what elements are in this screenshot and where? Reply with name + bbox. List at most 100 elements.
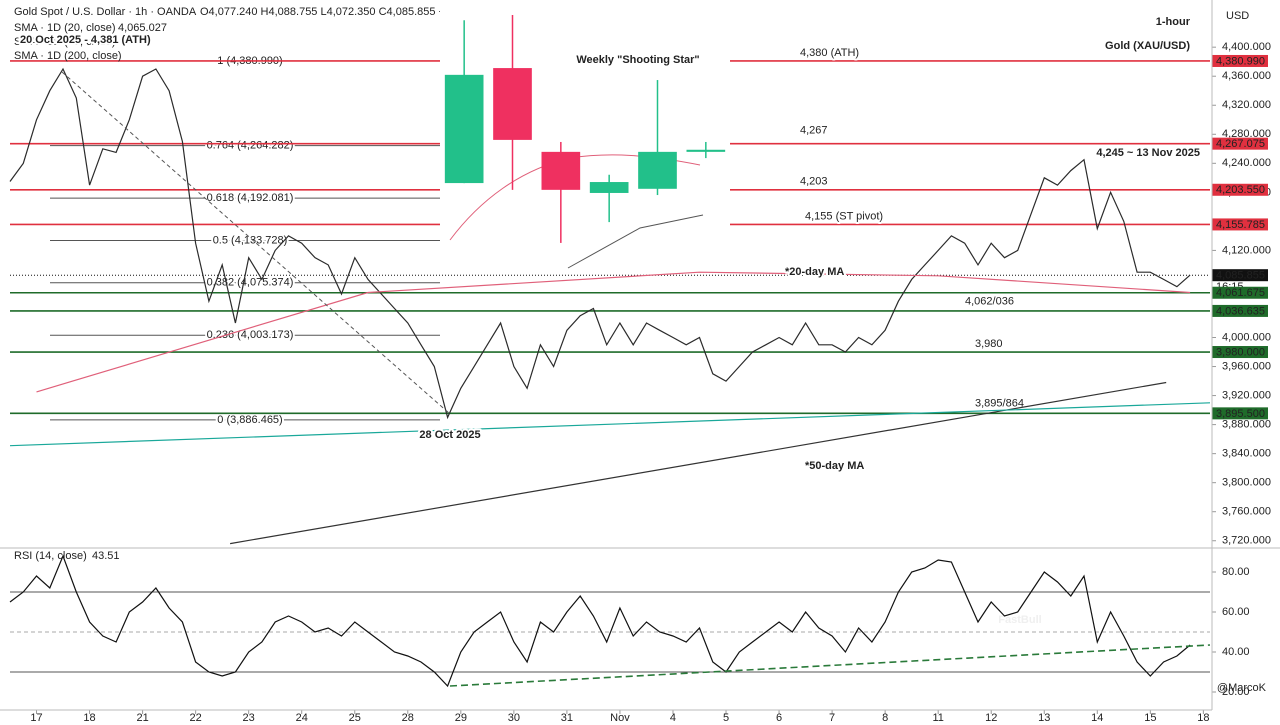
x-tick-label: 4	[670, 712, 676, 724]
watermark: FastBull	[998, 614, 1041, 626]
level-text: 3,980	[975, 338, 1003, 350]
level-label: 3,895.500	[1216, 408, 1265, 420]
level-label: 4,085.855	[1216, 270, 1265, 282]
x-tick-label: 11	[932, 712, 943, 724]
x-tick-label: 31	[561, 712, 573, 724]
price-pane: 1 (4,380.990)0.764 (4,264.282)0.618 (4,1…	[9, 6, 1211, 545]
series-line	[36, 271, 1191, 393]
x-tick-label: 30	[508, 712, 520, 724]
x-tick-label: 22	[190, 712, 202, 724]
x-tick-label: 5	[723, 712, 729, 724]
level-label: 4,267.075	[1216, 138, 1265, 150]
y-tick-label: 80.00	[1222, 566, 1250, 578]
y-tick-label: 4,120.000	[1222, 244, 1271, 256]
series-line	[9, 402, 1211, 447]
x-tick-label: 25	[349, 712, 361, 724]
annotation: 1-hour	[1156, 16, 1191, 28]
candle-body	[589, 182, 629, 193]
candle-body	[444, 74, 484, 184]
level-box	[1212, 183, 1268, 196]
x-tick-label: 18	[83, 712, 95, 724]
y-tick-label: 60.00	[1222, 606, 1250, 618]
credit: @MarcoK	[1217, 682, 1267, 694]
x-tick-label: 29	[455, 712, 467, 724]
x-tick-label: 21	[136, 712, 148, 724]
x-tick-label: 28	[402, 712, 414, 724]
x-tick-label: 23	[243, 712, 255, 724]
x-tick-label: 8	[882, 712, 888, 724]
candle-body	[493, 68, 532, 140]
inset-ma	[567, 214, 704, 269]
fib-label: 0.382 (4,075.374)	[207, 277, 294, 289]
rsi-pane: FastBull RSI (14, close) 43.51	[9, 550, 1211, 688]
level-box	[1212, 137, 1268, 150]
level-box	[1212, 218, 1268, 231]
inset-title: Weekly "Shooting Star"	[576, 54, 699, 66]
y-tick-label: 3,760.000	[1222, 506, 1271, 518]
x-tick-label: 24	[296, 712, 308, 724]
annotation: *20-day MA	[785, 266, 844, 278]
level-text: 3,895/864	[975, 397, 1024, 409]
fib-label: 0.236 (4,003.173)	[207, 329, 294, 341]
y-tick-label: 4,280.000	[1222, 128, 1271, 140]
y-tick-label: 4,400.000	[1222, 41, 1271, 53]
y-tick-label: 3,960.000	[1222, 360, 1271, 372]
level-label: 4,155.785	[1216, 219, 1265, 231]
x-tick-label: 13	[1038, 712, 1050, 724]
legend-value: 4,065.027	[118, 22, 167, 34]
y-tick-label: 4,000.000	[1222, 331, 1271, 343]
annotation: 4,245 ~ 13 Nov 2025	[1096, 147, 1200, 159]
fib-label: 0 (3,886.465)	[217, 414, 282, 426]
y-tick-label: 4,360.000	[1222, 70, 1271, 82]
level-label: 4,380.990	[1216, 55, 1265, 67]
inset-background	[440, 0, 730, 245]
level-text: 4,267	[800, 125, 828, 137]
axis-unit: USD	[1226, 10, 1249, 22]
y-tick-label: 4,240.000	[1222, 157, 1271, 169]
level-box	[1212, 286, 1268, 299]
x-tick-label: 17	[30, 712, 42, 724]
weekly-inset: Weekly "Shooting Star"	[440, 0, 730, 269]
fib-label: 0.5 (4,133.728)	[213, 234, 288, 246]
candle-body	[541, 151, 581, 190]
annotation: Gold (XAU/USD)	[1105, 40, 1190, 52]
legend-entry: SMA · 1D (50, close)	[14, 36, 115, 48]
y-tick-label: 20.00	[1222, 686, 1250, 698]
fib-label: 0.618 (4,192.081)	[207, 192, 294, 204]
y-tick-label: 3,840.000	[1222, 448, 1271, 460]
y-tick-label: 4,320.000	[1222, 99, 1271, 111]
x-tick-label: 7	[829, 712, 835, 724]
level-text: 4,380 (ATH)	[800, 47, 859, 59]
level-text: 4,062/036	[965, 296, 1014, 308]
x-tick-label: 6	[776, 712, 782, 724]
candle-body	[686, 149, 726, 152]
series-line	[9, 554, 1191, 688]
level-label: 4,036.635	[1216, 305, 1265, 317]
x-tick-label: Nov	[610, 712, 630, 724]
level-box	[1212, 304, 1268, 317]
y-tick-label: 3,720.000	[1222, 535, 1271, 547]
annotation: 20 Oct 2025 - 4,381 (ATH)	[20, 34, 151, 46]
level-box	[1212, 346, 1268, 359]
legend-entry: SMA · 1D (200, close)	[14, 50, 122, 62]
chart-title: Gold Spot / U.S. Dollar · 1h · OANDA	[14, 6, 197, 18]
x-tick-label: 14	[1091, 712, 1103, 724]
x-tick-label: 18	[1197, 712, 1209, 724]
level-text: 4,203	[800, 176, 828, 188]
series-line	[9, 67, 1191, 420]
y-tick-label: 3,800.000	[1222, 477, 1271, 489]
rsi-trend-line	[449, 644, 1211, 687]
annotation: 28 Oct 2025	[419, 429, 480, 441]
level-box	[1212, 407, 1268, 420]
candle-body	[638, 151, 677, 189]
y-tick-label: 40.00	[1222, 646, 1250, 658]
level-label: 4,203.550	[1216, 184, 1265, 196]
y-tick-label: 3,920.000	[1222, 389, 1271, 401]
level-label: 4,061.675	[1216, 287, 1265, 299]
rsi-value: 43.51	[92, 550, 120, 562]
level-label: 3,980.000	[1216, 346, 1265, 358]
trend-line	[61, 71, 451, 415]
